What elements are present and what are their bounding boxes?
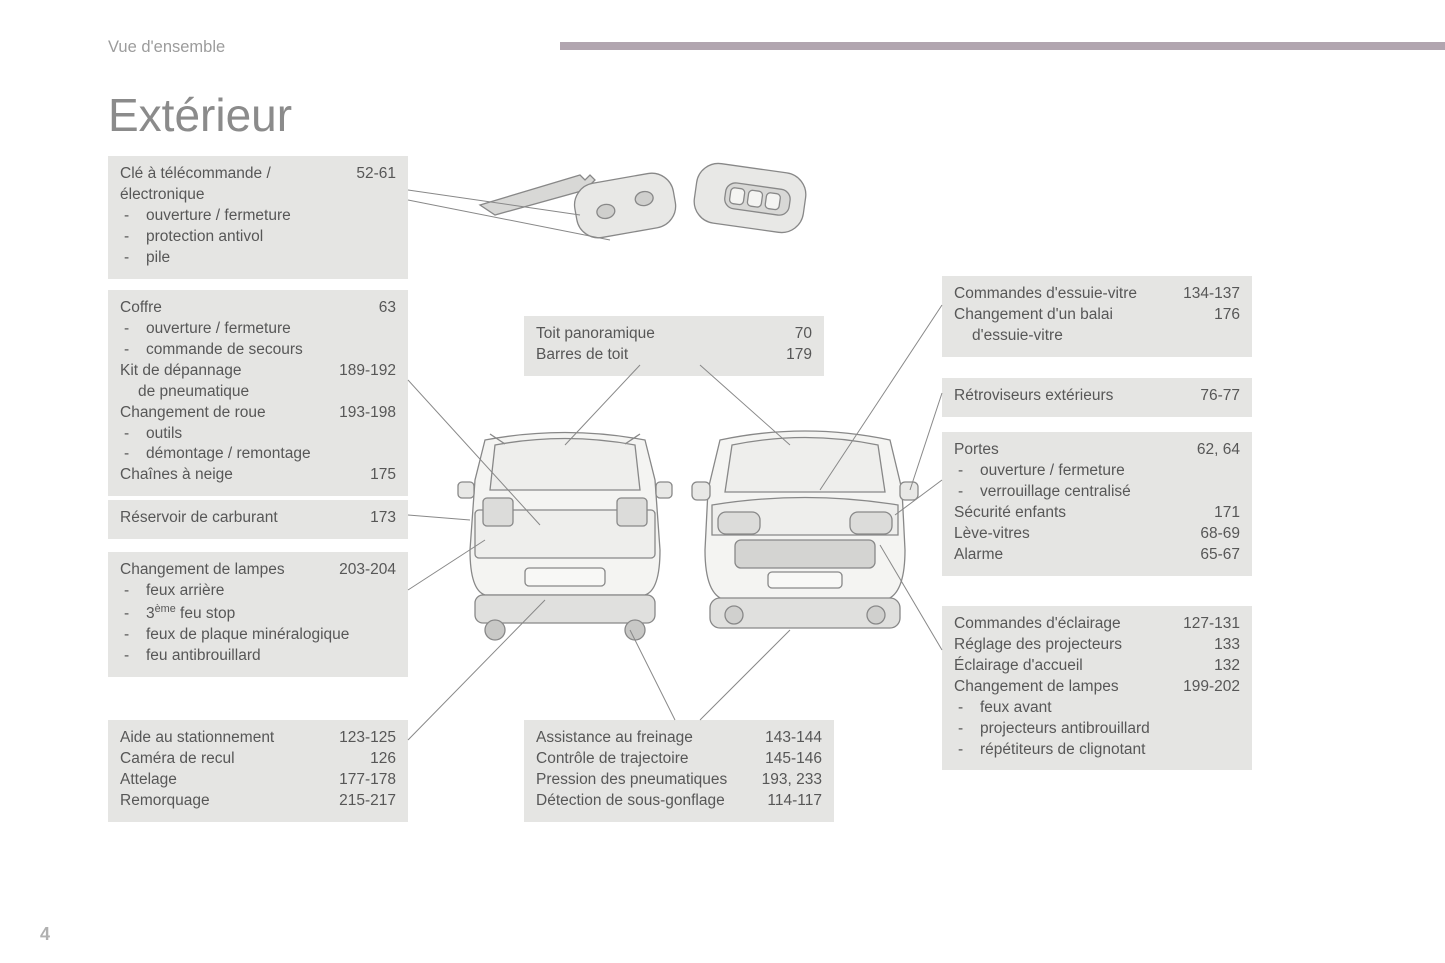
mirrors-label: Rétroviseurs extérieurs <box>954 386 1170 407</box>
key-pages: 52-61 <box>326 164 396 206</box>
boot-r3-pages: 193-198 <box>326 403 396 424</box>
box-lighting: Commandes d'éclairage127-131 Réglage des… <box>942 606 1252 770</box>
fuel-pages: 173 <box>326 508 396 529</box>
lamps-rear-label: Changement de lampes <box>120 560 326 581</box>
boot-r1-label: Coffre <box>120 298 326 319</box>
parking-r4-pages: 215-217 <box>326 791 396 812</box>
boot-r4-label: Chaînes à neige <box>120 465 326 486</box>
wiper-r1-pages: 134-137 <box>1170 284 1240 305</box>
doors-bullet: verrouillage centralisé <box>958 482 1240 503</box>
doors-r1-pages: 62, 64 <box>1170 440 1240 461</box>
brake-r4-label: Détection de sous-gonflage <box>536 791 752 812</box>
lamps-rear-bullet: feux de plaque minéralogique <box>124 625 396 646</box>
box-fuel: Réservoir de carburant173 <box>108 500 408 539</box>
parking-r3-pages: 177-178 <box>326 770 396 791</box>
box-doors: Portes62, 64 ouverture / fermeture verro… <box>942 432 1252 576</box>
brake-r2-pages: 145-146 <box>752 749 822 770</box>
roof-r2-label: Barres de toit <box>536 345 742 366</box>
lamps-rear-bullet: 3ème feu stop <box>124 602 396 625</box>
lighting-r2-label: Réglage des projecteurs <box>954 635 1170 656</box>
key-title: Clé à télécommande / électronique <box>120 165 271 203</box>
boot-bullet: outils <box>124 424 396 445</box>
doors-r4-pages: 65-67 <box>1170 545 1240 566</box>
lighting-r3-label: Éclairage d'accueil <box>954 656 1170 677</box>
doors-r4-label: Alarme <box>954 545 1170 566</box>
fuel-label: Réservoir de carburant <box>120 508 326 529</box>
box-brake: Assistance au freinage143-144 Contrôle d… <box>524 720 834 822</box>
roof-r1-label: Toit panoramique <box>536 324 742 345</box>
brake-r2-label: Contrôle de trajectoire <box>536 749 752 770</box>
parking-r2-pages: 126 <box>326 749 396 770</box>
lighting-r4-pages: 199-202 <box>1170 677 1240 698</box>
car-rear-illustration <box>455 420 675 650</box>
boot-bullet: commande de secours <box>124 340 396 361</box>
boot-r3-label: Changement de roue <box>120 403 326 424</box>
box-parking: Aide au stationnement123-125 Caméra de r… <box>108 720 408 822</box>
box-key: Clé à télécommande / électronique 52-61 … <box>108 156 408 279</box>
wiper-r1-label: Commandes d'essuie-vitre <box>954 284 1170 305</box>
wiper-r2-pages: 176 <box>1170 305 1240 347</box>
key-bullet: ouverture / fermeture <box>124 206 396 227</box>
parking-r4-label: Remorquage <box>120 791 326 812</box>
key-bullet: protection antivol <box>124 227 396 248</box>
lamps-rear-bullet: feux arrière <box>124 581 396 602</box>
doors-r2-label: Sécurité enfants <box>954 503 1170 524</box>
header-bar <box>560 42 1445 50</box>
doors-bullet: ouverture / fermeture <box>958 461 1240 482</box>
key-bullets: ouverture / fermeture protection antivol… <box>120 206 396 269</box>
lighting-r1-pages: 127-131 <box>1170 614 1240 635</box>
box-roof: Toit panoramique70 Barres de toit179 <box>524 316 824 376</box>
lighting-r4-label: Changement de lampes <box>954 677 1170 698</box>
breadcrumb: Vue d'ensemble <box>108 38 225 57</box>
doors-r3-label: Lève-vitres <box>954 524 1170 545</box>
lighting-r3-pages: 132 <box>1170 656 1240 677</box>
boot-bullet: démontage / remontage <box>124 444 396 465</box>
parking-r1-pages: 123-125 <box>326 728 396 749</box>
lamps-rear-pages: 203-204 <box>326 560 396 581</box>
roof-r1-pages: 70 <box>742 324 812 345</box>
doors-r2-pages: 171 <box>1170 503 1240 524</box>
lighting-bullet: répétiteurs de clignotant <box>958 740 1240 761</box>
parking-r1-label: Aide au stationnement <box>120 728 326 749</box>
boot-r2-pages: 189-192 <box>326 361 396 403</box>
box-wiper: Commandes d'essuie-vitre134-137 Changeme… <box>942 276 1252 357</box>
doors-r3-pages: 68-69 <box>1170 524 1240 545</box>
mirrors-pages: 76-77 <box>1170 386 1240 407</box>
boot-bullet: ouverture / fermeture <box>124 319 396 340</box>
box-boot: Coffre63 ouverture / fermeture commande … <box>108 290 408 496</box>
brake-r1-label: Assistance au freinage <box>536 728 752 749</box>
boot-r4-pages: 175 <box>326 465 396 486</box>
lamps-rear-bullet: feu antibrouillard <box>124 646 396 667</box>
box-lamps-rear: Changement de lampes203-204 feux arrière… <box>108 552 408 677</box>
parking-r2-label: Caméra de recul <box>120 749 326 770</box>
page-number: 4 <box>40 924 50 945</box>
car-front-illustration <box>690 420 920 650</box>
keys-illustration <box>470 150 890 260</box>
lighting-r2-pages: 133 <box>1170 635 1240 656</box>
brake-r3-label: Pression des pneumatiques <box>536 770 752 791</box>
lighting-bullet: feux avant <box>958 698 1240 719</box>
key-bullet: pile <box>124 248 396 269</box>
brake-r1-pages: 143-144 <box>752 728 822 749</box>
box-mirrors: Rétroviseurs extérieurs76-77 <box>942 378 1252 417</box>
brake-r3-pages: 193, 233 <box>752 770 822 791</box>
boot-r1-pages: 63 <box>326 298 396 319</box>
doors-r1-label: Portes <box>954 440 1170 461</box>
parking-r3-label: Attelage <box>120 770 326 791</box>
lighting-bullet: projecteurs antibrouillard <box>958 719 1240 740</box>
brake-r4-pages: 114-117 <box>752 791 822 812</box>
page-title: Extérieur <box>108 88 292 142</box>
roof-r2-pages: 179 <box>742 345 812 366</box>
lighting-r1-label: Commandes d'éclairage <box>954 614 1170 635</box>
